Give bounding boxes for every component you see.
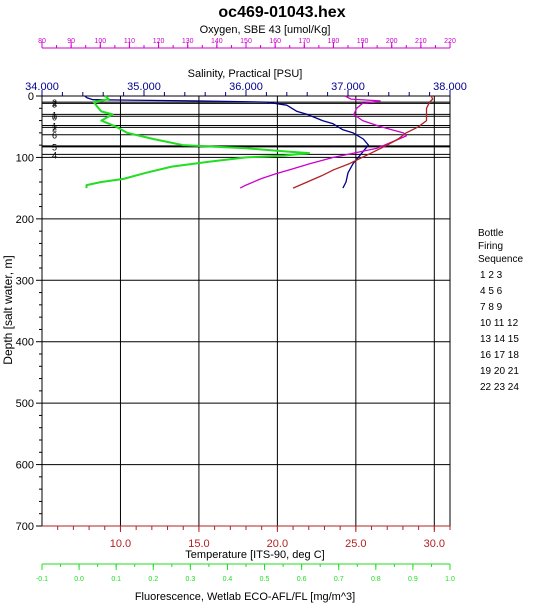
temperature-tick-label: 20.0 (267, 538, 288, 550)
fluorescence-tick-label: 0.4 (223, 576, 233, 583)
depth-tick-label: 500 (16, 398, 34, 410)
bottle-label: 6 (52, 131, 57, 141)
oxygen-tick-label: 180 (328, 38, 340, 45)
oxygen-axis: 80 90 100 110 120 130 140 150 160 170 180 190 200 210… (38, 38, 456, 49)
fluorescence-axis-label: Fluorescence, Wetlab ECO-AFL/FL [mg/m^3] (135, 591, 355, 603)
salinity-axis-label: Salinity, Practical [PSU] (188, 68, 303, 80)
salinity-tick-label: 36.000 (229, 81, 263, 93)
fluorescence-tick-label: 0.8 (371, 576, 381, 583)
legend-row: 13 14 15 (480, 334, 519, 345)
temperature-tick-label: 30.0 (424, 538, 445, 550)
salinity-tick-label: 37.000 (331, 81, 365, 93)
fluorescence-tick-label: 0.3 (185, 576, 195, 583)
bottle-label: 0 (52, 112, 57, 122)
oxygen-tick-label: 130 (182, 38, 194, 45)
fluorescence-tick-label: 0.9 (408, 576, 418, 583)
legend-row: 7 8 9 (480, 302, 503, 313)
salinity-tick-label: 38.000 (433, 81, 467, 93)
oxygen-tick-label: 220 (444, 38, 456, 45)
legend-row: 10 11 12 (480, 318, 519, 329)
fluorescence-tick-label: 0.6 (297, 576, 307, 583)
plot-grid (41, 95, 451, 527)
temperature-tick-label: 10.0 (110, 538, 131, 550)
oxygen-series-line (239, 95, 407, 189)
temperature-axis: 10.0 15.0 20.0 25.0 30.0 (42, 525, 451, 550)
data-series (84, 95, 434, 189)
fluorescence-tick-label: -0.1 (36, 576, 48, 583)
legend-title-line: Bottle (478, 228, 504, 239)
oxygen-tick-label: 160 (269, 38, 281, 45)
fluorescence-axis: -0.1 0.0 0.1 0.2 0.3 0.4 0.5 0.6 0.7 0.8 0.9 1.0 (36, 563, 455, 583)
bottle-label: 5 (52, 142, 57, 152)
legend-row: 22 23 24 (480, 382, 519, 393)
oxygen-tick-label: 100 (94, 38, 106, 45)
salinity-tick-label: 34.000 (25, 81, 59, 93)
temperature-tick-label: 25.0 (345, 538, 366, 550)
bottle-label: 2 (52, 123, 57, 133)
oxygen-tick-label: 170 (298, 38, 310, 45)
bottle-label: 3 (52, 99, 57, 109)
depth-axis-label: Depth [salt water, m] (1, 255, 15, 364)
bottle-label: 1 (52, 121, 57, 131)
legend-title-line: Sequence (478, 254, 523, 265)
oxygen-tick-label: 140 (211, 38, 223, 45)
oxygen-tick-label: 150 (240, 38, 252, 45)
oxygen-tick-label: 80 (38, 38, 46, 45)
oxygen-tick-label: 90 (67, 38, 75, 45)
legend-title-line: Firing (478, 241, 503, 252)
temperature-series-line (292, 95, 434, 189)
plot-frame (41, 95, 451, 527)
legend-row: 4 5 6 (480, 286, 503, 297)
bottle-label: 1 (52, 110, 57, 120)
depth-tick-label: 400 (16, 337, 34, 349)
fluorescence-tick-label: 1.0 (445, 576, 455, 583)
temperature-axis-label: Temperature [ITS-90, deg C] (185, 549, 324, 561)
fluorescence-tick-label: 0.2 (148, 576, 158, 583)
bottle-label: 4 (52, 150, 57, 160)
depth-tick-label: 600 (16, 460, 34, 472)
fluorescence-tick-label: 0.5 (260, 576, 270, 583)
depth-axis: 0 100 200 300 400 500 600 700 (16, 91, 42, 533)
oxygen-tick-label: 120 (153, 38, 165, 45)
legend-row: 16 17 18 (480, 350, 519, 361)
fluorescence-tick-label: 0.1 (111, 576, 121, 583)
depth-tick-label: 700 (16, 521, 34, 533)
oxygen-axis-label: Oxygen, SBE 43 [umol/Kg] (200, 24, 331, 36)
fluorescence-tick-label: 0.0 (74, 576, 84, 583)
legend-row: 19 20 21 (480, 366, 519, 377)
fluorescence-series-line (85, 95, 311, 189)
bottle-firing-legend: Bottle Firing Sequence 1 2 3 4 5 6 7 8 9 10 11… (478, 228, 523, 393)
depth-tick-label: 100 (16, 152, 34, 164)
depth-tick-label: 200 (16, 214, 34, 226)
oxygen-tick-label: 190 (357, 38, 369, 45)
salinity-tick-label: 35.000 (127, 81, 161, 93)
depth-tick-label: 300 (16, 275, 34, 287)
oxygen-tick-label: 110 (124, 38, 135, 45)
depth-tick-label: 0 (28, 91, 34, 103)
chart-title: oc469-01043.hex (218, 4, 345, 21)
oxygen-tick-label: 210 (415, 38, 427, 45)
temperature-tick-label: 15.0 (188, 538, 209, 550)
salinity-axis: 34.000 35.000 36.000 37.000 38.000 (25, 81, 467, 97)
oxygen-tick-label: 200 (386, 38, 398, 45)
fluorescence-tick-label: 0.7 (334, 576, 344, 583)
legend-row: 1 2 3 (480, 270, 503, 281)
